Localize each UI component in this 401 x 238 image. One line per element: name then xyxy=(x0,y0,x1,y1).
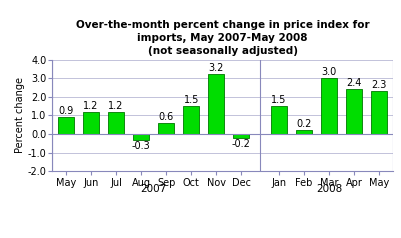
Text: 2008: 2008 xyxy=(316,183,342,193)
Bar xyxy=(133,134,149,140)
Bar xyxy=(296,130,312,134)
Bar xyxy=(321,78,337,134)
Title: Over-the-month percent change in price index for
imports, May 2007-May 2008
(not: Over-the-month percent change in price i… xyxy=(76,20,369,56)
Text: -0.3: -0.3 xyxy=(132,141,150,151)
Text: 2007: 2007 xyxy=(140,183,167,193)
Text: 2.3: 2.3 xyxy=(371,80,387,90)
Text: -0.2: -0.2 xyxy=(232,139,251,149)
Bar xyxy=(108,112,124,134)
Bar xyxy=(158,123,174,134)
Bar xyxy=(233,134,249,138)
Text: 3.0: 3.0 xyxy=(322,67,337,77)
Text: 0.6: 0.6 xyxy=(158,112,174,122)
Text: 1.2: 1.2 xyxy=(83,101,99,111)
Bar xyxy=(271,106,287,134)
Text: 0.9: 0.9 xyxy=(58,106,73,116)
Text: 3.2: 3.2 xyxy=(209,63,224,73)
Text: 1.5: 1.5 xyxy=(184,95,199,105)
Text: 1.2: 1.2 xyxy=(108,101,124,111)
Text: 0.2: 0.2 xyxy=(296,119,312,129)
Bar xyxy=(346,89,362,134)
Bar xyxy=(83,112,99,134)
Bar xyxy=(58,117,74,134)
Bar xyxy=(208,74,225,134)
Bar xyxy=(183,106,199,134)
Text: 2.4: 2.4 xyxy=(346,78,362,88)
Y-axis label: Percent change: Percent change xyxy=(15,77,25,154)
Text: 1.5: 1.5 xyxy=(271,95,287,105)
Bar xyxy=(371,91,387,134)
